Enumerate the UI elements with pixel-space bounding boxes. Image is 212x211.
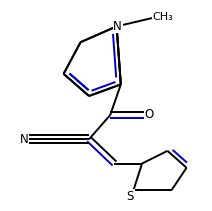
Text: N: N (113, 20, 122, 33)
Text: S: S (127, 190, 134, 203)
Text: N: N (20, 133, 29, 146)
Text: O: O (145, 108, 154, 122)
Text: CH₃: CH₃ (153, 12, 174, 22)
